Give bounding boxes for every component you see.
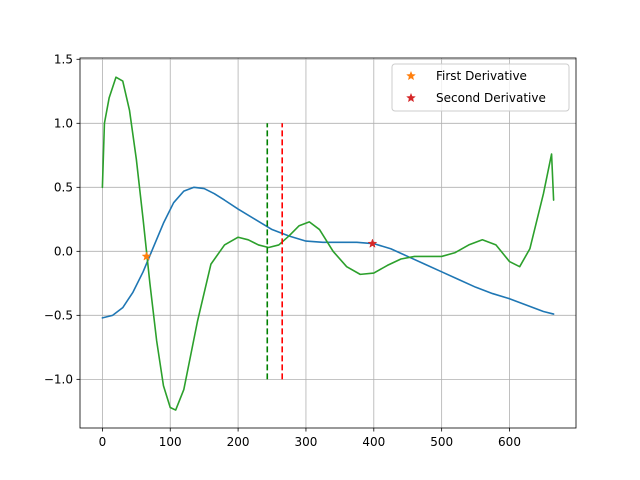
x-tick-label: 500 bbox=[430, 435, 453, 449]
y-tick-label: −1.0 bbox=[44, 372, 73, 386]
y-tick-label: −0.5 bbox=[44, 308, 73, 322]
y-tick-label: 1.5 bbox=[54, 52, 73, 66]
series-lines bbox=[101, 76, 555, 411]
x-tick-label: 400 bbox=[362, 435, 385, 449]
x-tick-label: 200 bbox=[227, 435, 250, 449]
series-line-2 bbox=[101, 76, 555, 411]
legend-label-second-derivative: Second Derivative bbox=[436, 91, 546, 105]
y-tick-label: 1.0 bbox=[54, 116, 73, 130]
axis-ticks: 0 100 200 300 400 500 600 −1.0 −0.5 0.0 0.5 1.0 1.5 bbox=[44, 52, 521, 449]
legend-marker-first-derivative bbox=[406, 70, 416, 81]
second-derivative-star bbox=[367, 238, 378, 248]
legend-label-first-derivative: First Derivative bbox=[436, 69, 527, 83]
y-tick-label: 0.5 bbox=[54, 180, 73, 194]
plot-frame bbox=[79, 57, 577, 429]
legend-star-icon bbox=[406, 92, 416, 103]
x-tick-label: 600 bbox=[498, 435, 521, 449]
vertical-lines bbox=[266, 123, 283, 380]
x-tick-label: 300 bbox=[294, 435, 317, 449]
derivative-markers bbox=[141, 238, 378, 261]
y-tick-label: 0.0 bbox=[54, 244, 73, 258]
first-derivative-star bbox=[141, 251, 152, 261]
legend: First Derivative Second Derivative bbox=[391, 63, 570, 112]
legend-box bbox=[391, 63, 570, 112]
legend-star-icon bbox=[406, 70, 416, 81]
legend-marker-second-derivative bbox=[406, 92, 416, 103]
x-tick-label: 0 bbox=[99, 435, 107, 449]
x-tick-label: 100 bbox=[159, 435, 182, 449]
